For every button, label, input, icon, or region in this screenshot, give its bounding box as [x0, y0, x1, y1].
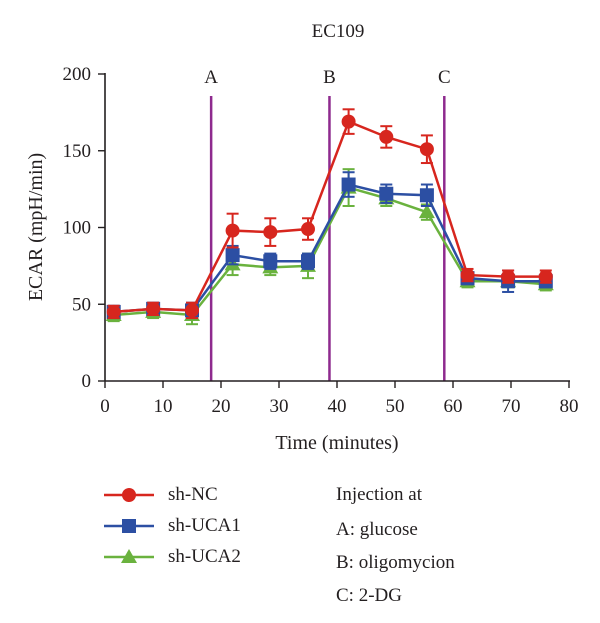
- legend-marker: [122, 488, 136, 502]
- data-point: [419, 188, 434, 203]
- x-tick-label: 10: [154, 396, 173, 417]
- y-tick-label: 200: [63, 64, 92, 85]
- injection-label-a: A: [204, 67, 218, 88]
- data-point: [418, 204, 435, 219]
- legend-item-sh-uca1: [104, 519, 154, 533]
- legend-item-sh-nc: [104, 488, 154, 502]
- plot-series: [105, 108, 554, 326]
- chart-title: EC109: [312, 21, 365, 42]
- x-tick-label: 50: [386, 396, 405, 417]
- data-point: [225, 248, 240, 263]
- legend-marker: [122, 519, 136, 533]
- legend-label-sh-uca1: sh-UCA1: [168, 515, 241, 536]
- injection-heading: Injection at: [336, 484, 422, 505]
- injection-note-a: A: glucose: [336, 519, 418, 540]
- axes: 0 50 100 150 200 0 10 20 30 40 50 60 70 80: [63, 64, 579, 417]
- data-point: [341, 177, 356, 192]
- injection-note-b: B: oligomycion: [336, 552, 455, 573]
- x-axis-label: Time (minutes): [275, 432, 398, 454]
- data-point: [419, 142, 434, 157]
- injection-label-b: B: [323, 67, 336, 88]
- data-point: [185, 303, 199, 318]
- y-tick-label: 150: [63, 141, 92, 162]
- data-point: [106, 304, 121, 319]
- y-axis-label: ECAR (mpH/min): [25, 153, 47, 301]
- data-point: [341, 114, 356, 129]
- data-point: [301, 222, 315, 237]
- data-point: [501, 269, 516, 284]
- x-tick-label: 0: [100, 396, 110, 417]
- series-sh-nc: [106, 108, 553, 320]
- y-tick-label: 100: [63, 218, 92, 239]
- legend-item-sh-uca2: [104, 549, 154, 563]
- data-point: [379, 129, 394, 144]
- data-point: [460, 268, 475, 283]
- injection-label-c: C: [438, 67, 451, 88]
- data-point: [379, 186, 394, 201]
- x-tick-label: 20: [212, 396, 231, 417]
- data-point: [225, 223, 240, 238]
- x-tick-label: 70: [502, 396, 521, 417]
- x-tick-label: 60: [444, 396, 463, 417]
- x-tick-label: 80: [560, 396, 579, 417]
- data-point: [263, 225, 278, 240]
- x-tick-label: 40: [328, 396, 347, 417]
- x-tick-label: 30: [270, 396, 289, 417]
- legend: [104, 488, 154, 563]
- y-tick-label: 50: [72, 294, 91, 315]
- injection-lines: A B C: [204, 67, 451, 381]
- data-point: [538, 269, 553, 284]
- data-point: [263, 254, 278, 269]
- legend-label-sh-nc: sh-NC: [168, 484, 218, 505]
- data-point: [146, 301, 161, 316]
- injection-note-c: C: 2-DG: [336, 585, 402, 606]
- data-point: [301, 254, 315, 269]
- legend-label-sh-uca2: sh-UCA2: [168, 546, 241, 567]
- y-tick-label: 0: [82, 371, 92, 392]
- legend-marker: [121, 549, 137, 563]
